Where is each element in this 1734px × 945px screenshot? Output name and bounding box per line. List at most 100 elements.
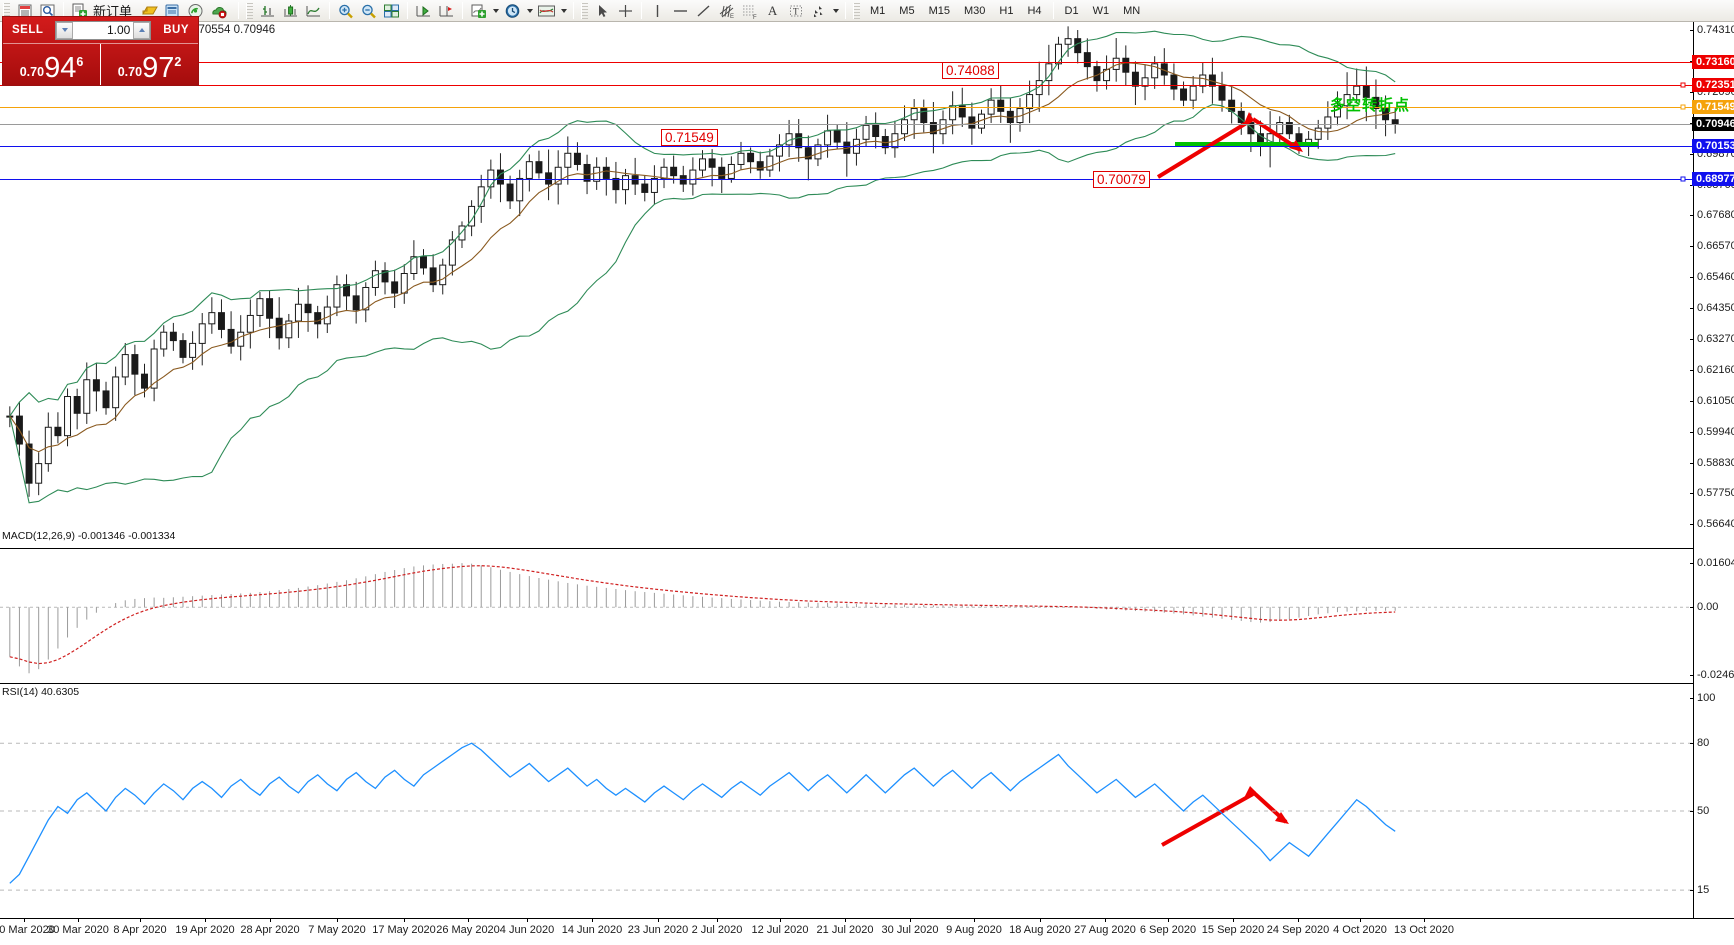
chart-area[interactable]: AUDUSD-,Daily 0.71404 0.71477 0.70554 0.… <box>0 22 1734 945</box>
periods-clock-icon[interactable] <box>501 1 524 21</box>
toolbar-grip-1[interactable] <box>3 2 10 19</box>
indicators-dropdown-caret[interactable] <box>490 1 501 21</box>
callout-low[interactable]: 0.70079 <box>1093 171 1150 188</box>
candle-body-bullish <box>371 270 379 288</box>
macd-tick-label: 0.00 <box>1697 601 1719 614</box>
pivot-orange-tag[interactable]: 0.71549 <box>1692 100 1734 115</box>
date-tick <box>404 919 405 922</box>
level-line-last[interactable] <box>0 124 1693 126</box>
rsi-red-down-arrow-line <box>1251 790 1288 824</box>
metaeditor-icon[interactable] <box>138 1 161 21</box>
vertical-line-icon[interactable] <box>646 1 669 21</box>
candle-body-bearish <box>1122 57 1130 73</box>
callout-mid[interactable]: 0.71549 <box>661 129 718 146</box>
candle-body-bearish <box>1237 110 1245 124</box>
resistance-red-tag[interactable]: 0.73160 <box>1692 55 1734 70</box>
candlestick-chart-icon[interactable] <box>279 1 302 21</box>
manual-drawing-layer[interactable] <box>0 22 1693 940</box>
candle-body-bearish <box>1160 63 1168 76</box>
one-click-trading-panel[interactable]: SELL 1.00 BUY 0.70 94 6 0.70 97 2 <box>2 16 199 86</box>
price-axis[interactable]: 0.743100.732000.720900.709800.698700.687… <box>1689 22 1734 940</box>
candle-body-bullish <box>766 155 774 171</box>
arrows-dropdown-caret[interactable] <box>830 1 841 21</box>
cursor-icon[interactable] <box>591 1 614 21</box>
level-line-support-2[interactable] <box>0 179 1693 181</box>
auto-scroll-icon[interactable] <box>435 1 458 21</box>
level-line-pivot-handle[interactable] <box>1680 104 1686 110</box>
level-line-resistance[interactable] <box>0 62 1693 64</box>
candle-body-bearish <box>1180 88 1188 101</box>
templates-dropdown-caret[interactable] <box>558 1 569 21</box>
chart-shift-icon[interactable] <box>412 1 435 21</box>
zoom-out-icon[interactable] <box>357 1 380 21</box>
toolbar-grip-3[interactable] <box>581 2 589 19</box>
timeframe-m15[interactable]: M15 <box>928 4 950 17</box>
buy-quote[interactable]: 0.70 97 2 <box>101 44 198 85</box>
level-line-stop[interactable] <box>0 84 1693 86</box>
text-icon[interactable]: A <box>767 2 778 18</box>
timeframe-mn[interactable]: MN <box>1123 4 1141 17</box>
zoom-in-icon[interactable] <box>334 1 357 21</box>
timeframe-w1[interactable]: W1 <box>1092 4 1110 17</box>
level-line-support-1[interactable] <box>0 146 1693 148</box>
timeframe-m30[interactable]: M30 <box>963 4 986 17</box>
toolbar-grip-4[interactable] <box>853 2 861 19</box>
level-line-pivot[interactable] <box>0 107 1693 109</box>
tile-windows-icon[interactable] <box>380 1 403 21</box>
volume-stepper[interactable]: 1.00 <box>55 20 152 40</box>
last-price-tag[interactable]: 0.70946 <box>1692 117 1734 132</box>
horizontal-line-icon[interactable] <box>669 1 692 21</box>
volume-decrease-button[interactable] <box>56 21 74 39</box>
date-tick <box>140 919 141 922</box>
bollinger-upper-band <box>9 30 1396 417</box>
callout-high[interactable]: 0.74088 <box>942 62 999 79</box>
arrows-icon[interactable] <box>807 1 830 21</box>
fibonacci-retracement-icon[interactable]: F <box>738 1 761 21</box>
candle-body-bearish <box>304 303 312 314</box>
price-tick-8: 0.65460 <box>1690 271 1734 283</box>
date-label-9: 14 Jun 2020 <box>561 924 623 936</box>
candle-body-bullish <box>410 256 418 275</box>
timeframe-m5[interactable]: M5 <box>899 4 915 17</box>
date-label-17: 27 Aug 2020 <box>1074 924 1136 936</box>
periods-dropdown-caret[interactable] <box>524 1 535 21</box>
level-line-support-2-handle[interactable] <box>1680 176 1686 182</box>
support-blue-tag-1[interactable]: 0.70153 <box>1692 139 1734 154</box>
trendline-icon[interactable] <box>692 1 715 21</box>
volume-increase-button[interactable] <box>133 21 151 39</box>
volume-value[interactable]: 1.00 <box>106 23 131 37</box>
autotrading-icon[interactable] <box>207 1 230 21</box>
templates-icon[interactable] <box>535 1 558 21</box>
rsi-red-up-arrow-head <box>1244 786 1256 798</box>
timeframe-h1[interactable]: H1 <box>999 4 1014 17</box>
macd-pane-graphics <box>0 563 1693 674</box>
timeframe-m1[interactable]: M1 <box>870 4 886 17</box>
timeframe-d1[interactable]: D1 <box>1064 4 1079 17</box>
candle-body-bullish <box>323 306 331 325</box>
toolbar-grip-2[interactable] <box>246 2 254 19</box>
equidistant-channel-icon[interactable]: E <box>715 1 738 21</box>
date-label-8: 4 Jun 2020 <box>499 924 555 936</box>
line-chart-icon[interactable] <box>302 1 325 21</box>
timeframe-h4[interactable]: H4 <box>1027 4 1042 17</box>
text-label-icon[interactable]: T <box>784 1 807 21</box>
toolbar-separator <box>1052 2 1054 19</box>
crosshair-icon[interactable] <box>614 1 637 21</box>
level-line-stop-handle[interactable] <box>1680 82 1686 88</box>
sell-quote[interactable]: 0.70 94 6 <box>3 44 101 85</box>
market-watch-icon[interactable] <box>13 1 36 21</box>
support-blue-tag-2[interactable]: 0.68977 <box>1692 172 1734 187</box>
toolbar-separator <box>238 2 240 19</box>
indicators-icon[interactable] <box>467 1 490 21</box>
price-pane-graphics <box>6 26 1399 504</box>
buy-button[interactable]: BUY <box>163 24 189 36</box>
date-label-0: 20 Mar 2020 <box>0 924 55 936</box>
new-order-label[interactable]: 新订单 <box>93 4 133 19</box>
sell-button[interactable]: SELL <box>12 24 44 36</box>
bar-chart-icon[interactable] <box>256 1 279 21</box>
stop-red-tag[interactable]: 0.72351 <box>1692 77 1734 92</box>
new-order-icon[interactable] <box>68 1 91 21</box>
candle-body-bullish <box>1112 57 1120 70</box>
candle-body-bearish <box>1170 74 1178 90</box>
